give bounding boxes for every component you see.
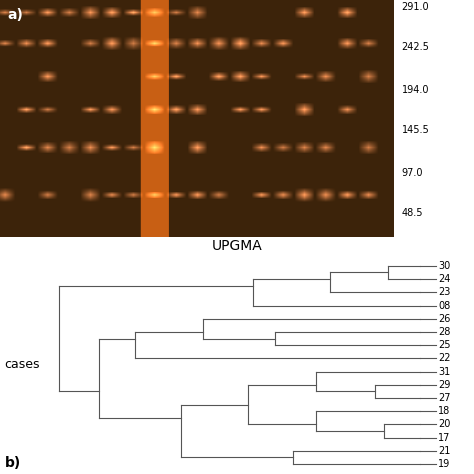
Text: 22: 22	[438, 354, 450, 364]
Text: 18: 18	[438, 406, 450, 416]
Text: UPGMA: UPGMA	[211, 239, 263, 254]
Text: 20: 20	[438, 419, 450, 429]
Text: b): b)	[5, 456, 21, 470]
Text: 48.5: 48.5	[401, 208, 423, 219]
Text: 31: 31	[438, 366, 450, 376]
Text: 08: 08	[438, 301, 450, 310]
Text: 19: 19	[438, 459, 450, 469]
Text: 145.5: 145.5	[401, 125, 429, 136]
Text: 30: 30	[438, 261, 450, 271]
Text: 194.0: 194.0	[401, 85, 429, 95]
Text: 24: 24	[438, 274, 450, 284]
Text: 28: 28	[438, 327, 450, 337]
Text: 23: 23	[438, 287, 450, 297]
Text: 26: 26	[438, 314, 450, 324]
Text: 25: 25	[438, 340, 450, 350]
Text: 97.0: 97.0	[401, 168, 423, 178]
Text: 27: 27	[438, 393, 450, 403]
Text: 242.5: 242.5	[401, 42, 429, 53]
Text: 291.0: 291.0	[401, 2, 429, 12]
Text: 21: 21	[438, 446, 450, 456]
Text: 29: 29	[438, 380, 450, 390]
Text: cases: cases	[5, 358, 40, 372]
Text: a): a)	[8, 8, 24, 22]
Text: 17: 17	[438, 433, 450, 443]
